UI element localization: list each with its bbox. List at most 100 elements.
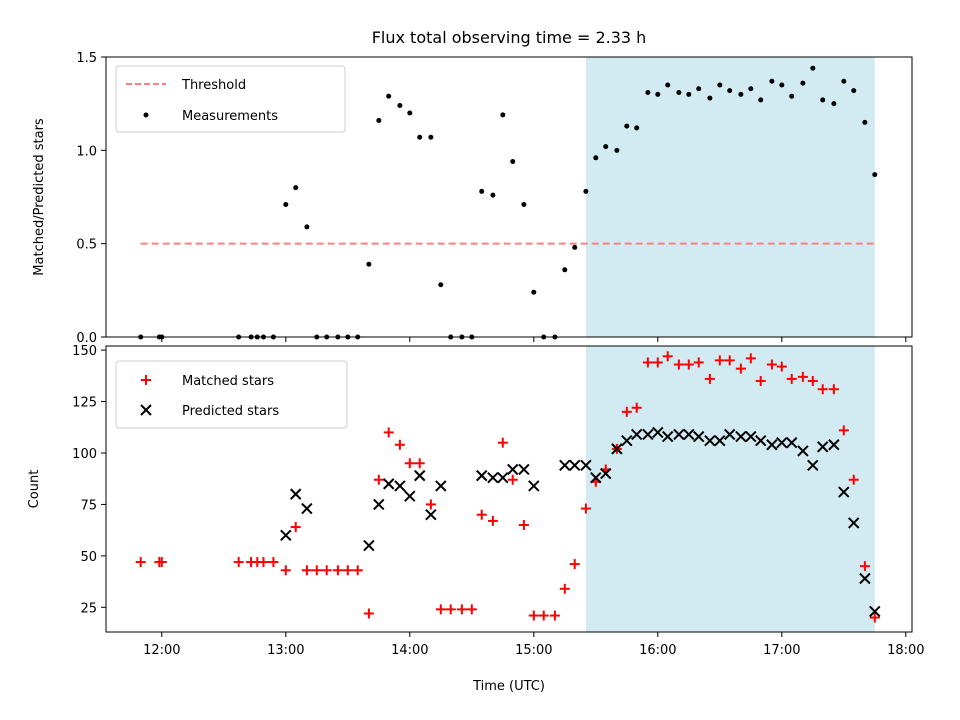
predicted-stars-point <box>662 430 674 443</box>
predicted-stars-point <box>487 471 499 484</box>
matched-stars-point <box>538 610 549 621</box>
matched-stars-point <box>528 610 539 621</box>
matched-stars-point <box>776 361 787 372</box>
measurement-point <box>521 201 527 207</box>
matched-stars-point <box>507 474 518 485</box>
predicted-stars-point <box>735 430 747 443</box>
matched-stars-point <box>332 565 343 576</box>
y-tick-label: 1.5 <box>76 51 97 66</box>
matched-stars-point <box>807 375 818 386</box>
predicted-stars-point <box>600 467 612 480</box>
matched-legend-swatch <box>141 375 151 385</box>
x-tick-label: 17:00 <box>763 643 800 658</box>
matched-stars-point <box>559 583 570 594</box>
measurement-point <box>717 82 723 88</box>
predicted-stars-point <box>652 426 664 439</box>
x-tick-label: 18:00 <box>887 643 924 658</box>
measurement-point <box>789 93 795 99</box>
matched-stars-point <box>456 604 467 615</box>
predicted-stars-point <box>745 430 757 443</box>
matched-stars-point <box>258 557 269 568</box>
matched-stars-point <box>280 565 291 576</box>
matched-stars-point <box>311 565 322 576</box>
x-tick-label: 12:00 <box>143 643 180 658</box>
matched-stars-point <box>652 357 663 368</box>
matched-stars-point <box>704 373 715 384</box>
predicted-stars-point <box>290 488 302 500</box>
measurement-point <box>738 91 744 97</box>
predicted-stars-point <box>817 441 829 453</box>
measurement-point <box>862 119 868 125</box>
predicted-stars-point <box>559 459 571 472</box>
predicted-stars-point <box>373 498 385 511</box>
matched-stars-point <box>435 604 446 615</box>
measurement-point <box>810 65 816 71</box>
x-tick-label: 16:00 <box>639 643 676 658</box>
measurement-point <box>800 80 806 86</box>
measurement-point <box>417 134 423 140</box>
matched-stars-point <box>869 612 880 623</box>
x-tick-label: 15:00 <box>515 643 552 658</box>
matched-stars-point <box>838 425 849 436</box>
measurement-point <box>407 110 413 116</box>
chart-title: Flux total observing time = 2.33 h <box>372 28 647 47</box>
predicted-legend-swatch <box>140 404 152 416</box>
matched-stars-point <box>621 406 632 417</box>
matched-stars-point <box>735 363 746 374</box>
matched-stars-point <box>135 557 146 568</box>
x-tick-label: 13:00 <box>267 643 304 658</box>
predicted-stars-point <box>786 436 798 449</box>
measurement-point <box>366 261 372 267</box>
observing-window-band <box>585 57 875 337</box>
count-panel: 12:00 13:00 14:00 15:00 16:00 17:00 18:00 25 50 7… <box>27 344 925 694</box>
predicted-stars-point <box>869 605 881 618</box>
matched-stars-point <box>631 402 642 413</box>
predicted-stars-point <box>673 428 685 441</box>
matched-stars-point <box>662 351 673 362</box>
predicted-stars-point <box>518 463 530 476</box>
predicted-stars-point <box>414 469 426 482</box>
y-tick-label: 75 <box>80 498 97 513</box>
predicted-stars-point <box>828 439 840 451</box>
measurement-point <box>727 88 733 94</box>
measurement-point <box>583 188 589 194</box>
measurement-point <box>510 159 516 165</box>
ratio-panel-frame <box>105 56 913 338</box>
measurement-point <box>624 123 630 129</box>
matched-stars-point <box>466 604 477 615</box>
measurement-point <box>779 82 785 88</box>
x-tick-label: 14:00 <box>391 643 428 658</box>
measurement-point <box>500 112 506 118</box>
measurement-point <box>841 78 847 84</box>
predicted-stars-point <box>476 469 488 482</box>
matched-stars-point <box>414 458 425 469</box>
matched-stars-point <box>859 561 870 572</box>
matched-stars-point <box>683 359 694 370</box>
predicted-stars-point <box>301 502 313 515</box>
measurement-point <box>851 88 857 94</box>
matched-legend-label: Matched stars <box>182 374 274 389</box>
matched-stars-point <box>156 557 167 568</box>
predicted-stars-point <box>383 478 395 490</box>
matched-stars-point <box>569 559 580 570</box>
matched-stars-point <box>786 373 797 384</box>
matched-stars-point <box>817 384 828 395</box>
matched-stars-point <box>404 458 415 469</box>
predicted-stars-point <box>590 471 602 484</box>
count-legend-box <box>115 360 348 429</box>
matched-stars-point <box>394 439 405 450</box>
measurement-point <box>696 86 702 92</box>
measurement-point <box>820 97 826 103</box>
measurement-point <box>283 201 289 207</box>
measurement-point <box>593 155 599 161</box>
matched-stars-point <box>693 357 704 368</box>
matched-stars-point <box>828 384 839 395</box>
matched-stars-point <box>425 499 436 510</box>
predicted-stars-point <box>528 480 540 492</box>
measurement-point <box>665 82 671 88</box>
predicted-stars-point <box>611 443 623 455</box>
y-tick-label: 25 <box>80 601 97 616</box>
y-tick-label: 150 <box>72 344 97 359</box>
predicted-stars-point <box>714 434 726 447</box>
